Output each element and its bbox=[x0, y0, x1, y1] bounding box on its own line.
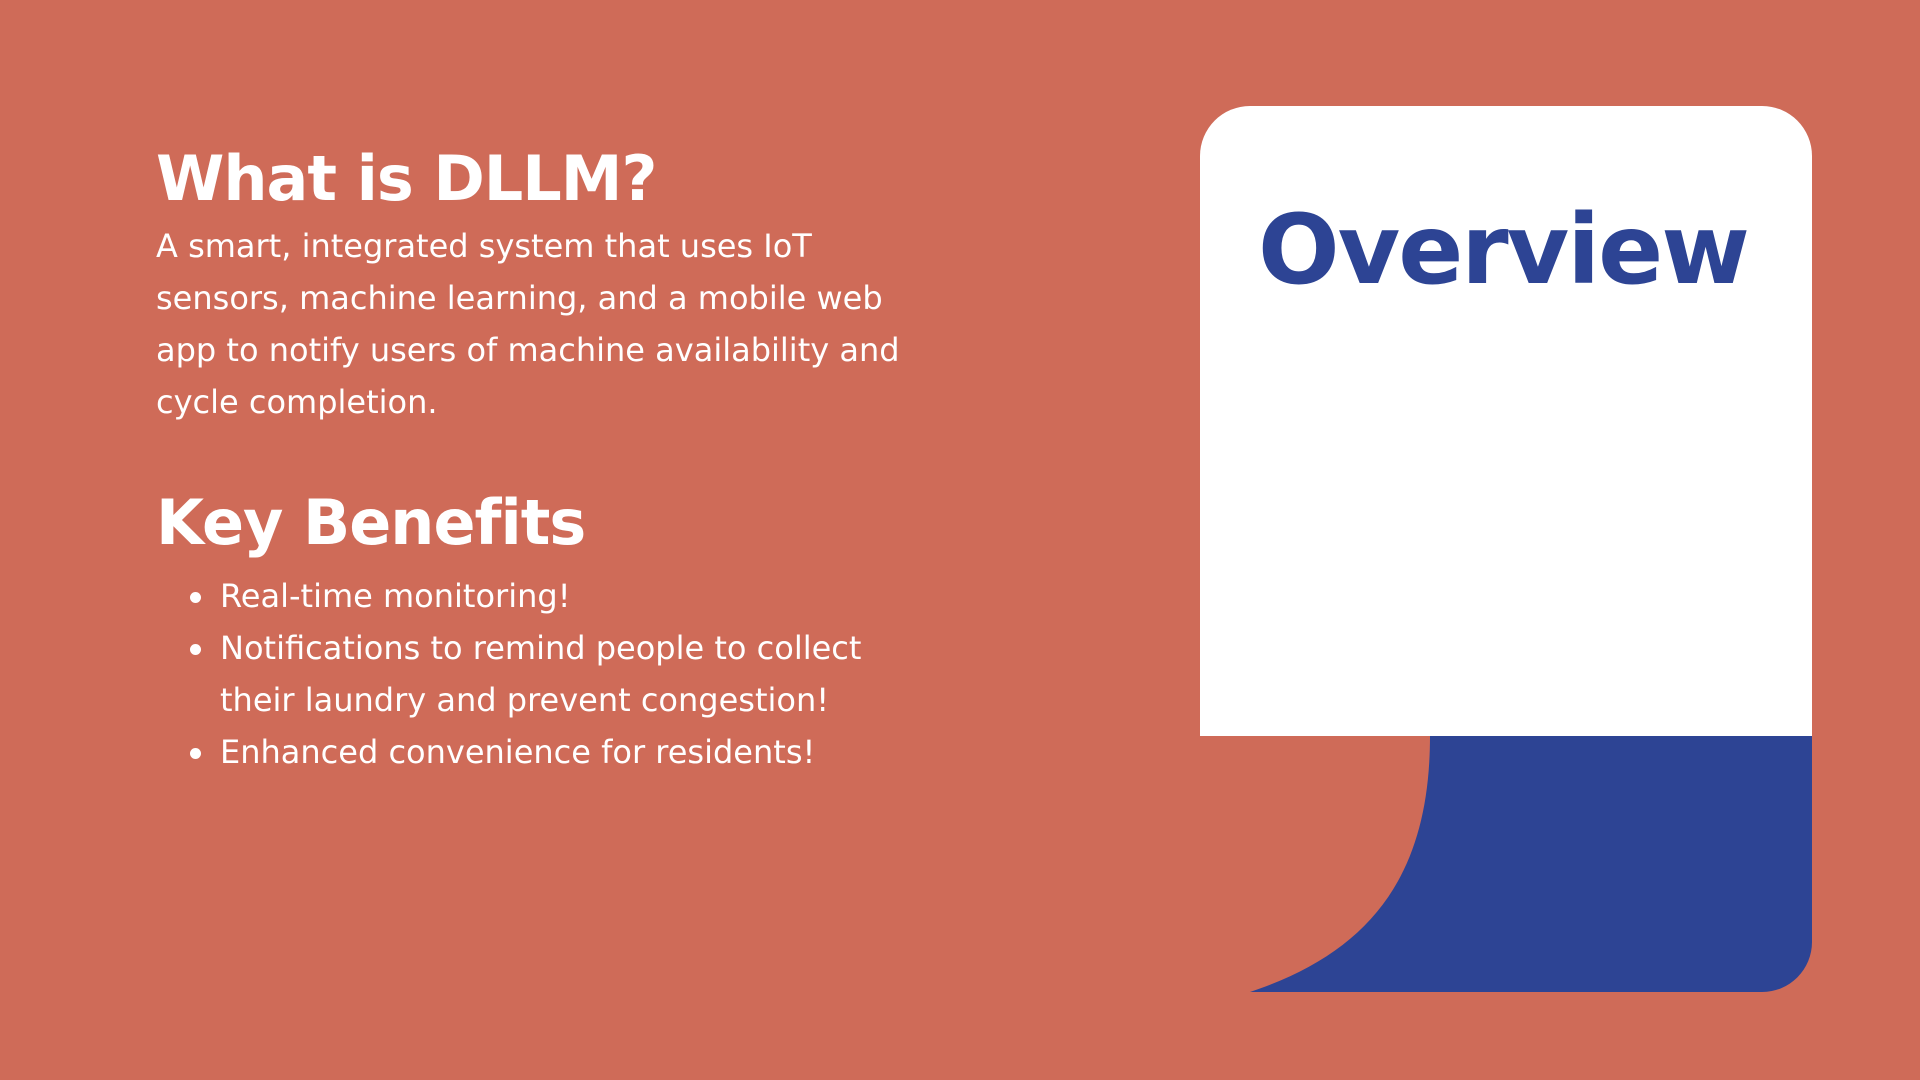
bullet-icon bbox=[190, 592, 201, 603]
overview-title: Overview bbox=[1258, 194, 1750, 306]
benefit-list: Real-time monitoring! Notifications to r… bbox=[156, 570, 956, 778]
overview-card-white-panel bbox=[1200, 106, 1812, 736]
key-benefits-heading: Key Benefits bbox=[156, 486, 586, 559]
benefit-item: Real-time monitoring! bbox=[190, 570, 920, 622]
benefit-text: Enhanced convenience for residents! bbox=[220, 733, 816, 771]
benefit-item: Notifications to remind people to collec… bbox=[190, 622, 920, 726]
what-is-heading: What is DLLM? bbox=[156, 142, 657, 215]
benefit-text: Real-time monitoring! bbox=[220, 577, 571, 615]
benefit-item: Enhanced convenience for residents! bbox=[190, 726, 920, 778]
bullet-icon bbox=[190, 644, 201, 655]
overview-card-graphic bbox=[1200, 106, 1812, 992]
text-column: What is DLLM? A smart, integrated system… bbox=[156, 138, 956, 778]
overview-card-blue-base bbox=[1250, 736, 1812, 992]
bullet-icon bbox=[190, 748, 201, 759]
benefit-text: Notifications to remind people to collec… bbox=[220, 629, 862, 719]
intro-paragraph: A smart, integrated system that uses IoT… bbox=[156, 227, 900, 421]
